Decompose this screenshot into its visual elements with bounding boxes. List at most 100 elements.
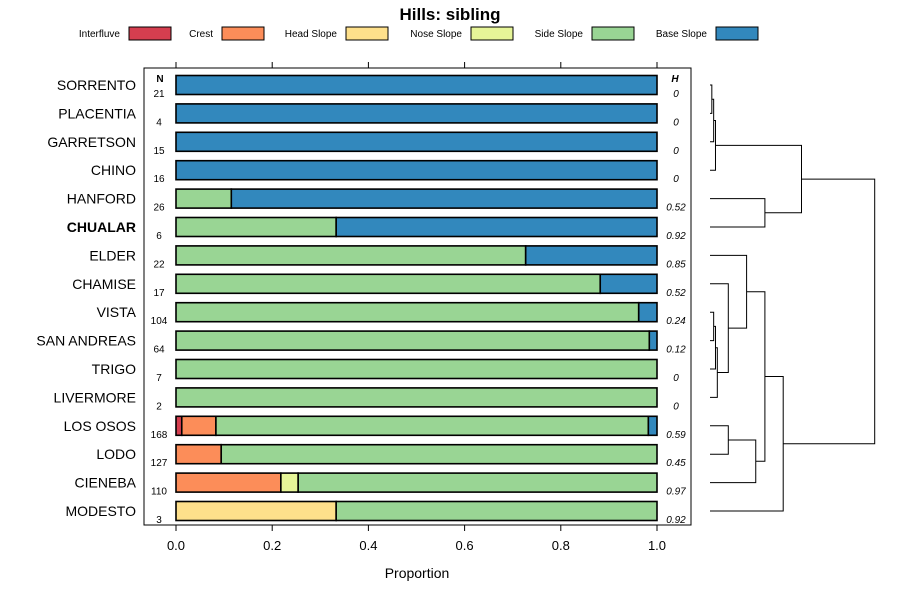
bar-segment-nose-slope bbox=[280, 472, 299, 493]
row-label: CIENEBA bbox=[75, 475, 137, 491]
row-label: GARRETSON bbox=[47, 134, 136, 150]
row-label: PLACENTIA bbox=[58, 105, 136, 121]
row-sorrento: SORRENTO 21 0 bbox=[57, 74, 679, 100]
n-value: 17 bbox=[153, 288, 165, 299]
n-value: 3 bbox=[156, 515, 162, 526]
bar-segment-base-slope bbox=[230, 188, 658, 209]
h-value: 0 bbox=[673, 373, 679, 384]
row-livermore: LIVERMORE 2 0 bbox=[54, 387, 679, 412]
h-value: 0.85 bbox=[666, 259, 686, 270]
row-label: MODESTO bbox=[65, 503, 136, 519]
row-label: CHINO bbox=[91, 162, 136, 178]
legend-swatch-interfluve bbox=[128, 26, 172, 41]
bar-segment-base-slope bbox=[175, 103, 658, 124]
row-label: ELDER bbox=[89, 247, 136, 263]
legend-label-interfluve: Interfluve bbox=[79, 29, 121, 40]
bar-segment-side-slope bbox=[215, 415, 650, 437]
bar-segment-base-slope bbox=[175, 131, 658, 153]
row-label: VISTA bbox=[97, 304, 137, 320]
legend-label-head-slope: Head Slope bbox=[285, 29, 338, 40]
dendrogram-branch-0 bbox=[710, 84, 713, 114]
legend-swatch-crest bbox=[221, 26, 265, 41]
dendrogram-branch-8 bbox=[710, 425, 729, 455]
row-hanford: HANFORD 26 0.52 bbox=[67, 188, 686, 214]
n-value: 26 bbox=[153, 203, 165, 214]
row-placentia: PLACENTIA 4 0 bbox=[58, 103, 679, 128]
bar-segment-side-slope bbox=[175, 387, 658, 408]
dendrogram-branch-3 bbox=[710, 311, 715, 342]
legend-label-crest: Crest bbox=[189, 29, 213, 40]
n-value: 4 bbox=[156, 117, 162, 128]
bar-segment-base-slope bbox=[175, 74, 658, 96]
row-san-andreas: SAN ANDREAS 64 0.12 bbox=[36, 330, 686, 356]
h-value: 0.92 bbox=[666, 515, 686, 526]
bar-segment-side-slope bbox=[175, 273, 602, 295]
n-value: 15 bbox=[153, 146, 165, 157]
bar-segment-base-slope bbox=[637, 301, 658, 323]
x-tick-label: 0.0 bbox=[167, 538, 185, 553]
bar-rows: SORRENTO 21 0 PLACENTIA 4 0 GARRETSON 15 0 CHINO 1… bbox=[36, 74, 686, 526]
row-modesto: MODESTO 3 0.92 bbox=[65, 500, 686, 526]
bar-segment-crest bbox=[180, 415, 217, 437]
dendrogram-branch-6 bbox=[710, 283, 729, 374]
bar-segment-base-slope bbox=[175, 159, 658, 181]
h-value: 0.12 bbox=[666, 345, 686, 356]
legend-swatch-nose-slope bbox=[470, 26, 514, 41]
x-axis-label: Proportion bbox=[385, 565, 450, 581]
h-column-header: H bbox=[671, 74, 679, 85]
h-value: 0 bbox=[673, 117, 679, 128]
x-tick-label: 0.8 bbox=[552, 538, 570, 553]
bar-segment-side-slope bbox=[175, 358, 658, 380]
bar-segment-base-slope bbox=[647, 415, 658, 437]
legend-swatch-side-slope bbox=[591, 26, 635, 41]
n-value: 7 bbox=[156, 373, 162, 384]
h-value: 0.24 bbox=[666, 316, 686, 327]
bar-segment-crest bbox=[175, 443, 223, 465]
dendrogram-branch-4 bbox=[710, 325, 716, 370]
n-value: 16 bbox=[153, 174, 165, 185]
h-value: 0 bbox=[673, 146, 679, 157]
dendrogram-branch-13 bbox=[715, 144, 802, 214]
bar-segment-head-slope bbox=[175, 500, 337, 522]
row-label: HANFORD bbox=[67, 191, 136, 207]
h-value: 0 bbox=[673, 401, 679, 412]
x-tick-label: 0.6 bbox=[456, 538, 474, 553]
h-value: 0.92 bbox=[666, 231, 686, 242]
h-value: 0.52 bbox=[666, 203, 686, 214]
bar-segment-side-slope bbox=[175, 301, 640, 323]
n-value: 22 bbox=[153, 259, 165, 270]
legend: Interfluve Crest Head Slope Nose Slope Side … bbox=[79, 26, 759, 41]
row-label: SAN ANDREAS bbox=[36, 333, 136, 349]
row-label: CHUALAR bbox=[67, 219, 136, 235]
n-value: 168 bbox=[151, 430, 168, 441]
row-cieneba: CIENEBA 110 0.97 bbox=[75, 472, 686, 498]
legend-swatch-head-slope bbox=[345, 26, 389, 41]
row-label: CHAMISE bbox=[72, 276, 136, 292]
bar-segment-side-slope bbox=[220, 443, 658, 465]
n-value: 2 bbox=[156, 401, 162, 412]
x-tick-label: 0.2 bbox=[263, 538, 281, 553]
bar-segment-crest bbox=[175, 472, 282, 493]
n-column-header: N bbox=[156, 74, 163, 85]
row-label: LODO bbox=[96, 446, 136, 462]
bar-segment-base-slope bbox=[524, 245, 658, 266]
row-label: LIVERMORE bbox=[54, 389, 136, 405]
dendrogram-branch-12 bbox=[710, 198, 766, 228]
dendrogram-branch-10 bbox=[746, 291, 766, 462]
bar-segment-side-slope bbox=[175, 216, 337, 238]
n-value: 21 bbox=[153, 89, 165, 100]
bar-segment-base-slope bbox=[599, 273, 658, 295]
row-chamise: CHAMISE 17 0.52 bbox=[72, 273, 686, 299]
x-axis: 0.0 0.2 0.4 0.6 0.8 1.0 bbox=[167, 525, 666, 553]
row-chino: CHINO 16 0 bbox=[91, 159, 679, 185]
h-value: 0.52 bbox=[666, 288, 686, 299]
legend-label-side-slope: Side Slope bbox=[535, 29, 584, 40]
dendrogram-branch-2 bbox=[710, 120, 716, 171]
row-chualar: CHUALAR 6 0.92 bbox=[67, 216, 686, 242]
bar-segment-base-slope bbox=[648, 330, 658, 351]
legend-label-base-slope: Base Slope bbox=[656, 29, 708, 40]
h-value: 0 bbox=[673, 174, 679, 185]
bar-segment-interfluve bbox=[175, 415, 183, 437]
row-los-osos: LOS OSOS 168 0.59 bbox=[64, 415, 686, 441]
row-garretson: GARRETSON 15 0 bbox=[47, 131, 679, 157]
